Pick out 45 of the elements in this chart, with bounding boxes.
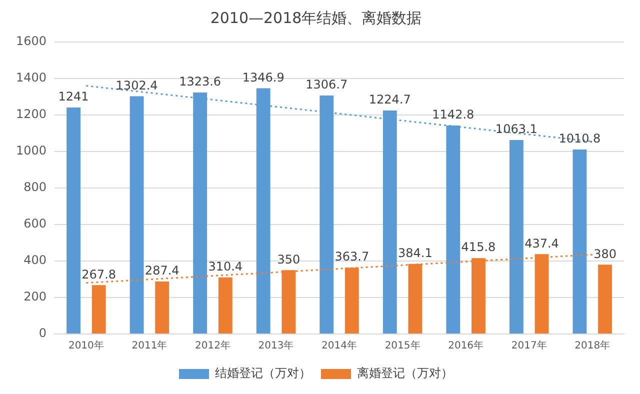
- x-tick-label: 2012年: [194, 340, 230, 352]
- bar: [130, 96, 144, 334]
- y-tick-label: 1000: [16, 144, 47, 158]
- data-label: 384.1: [398, 246, 432, 260]
- x-tick-label: 2013年: [258, 340, 294, 352]
- x-tick-label: 2011年: [132, 340, 168, 352]
- data-label: 437.4: [524, 236, 559, 250]
- y-tick-label: 0: [38, 326, 47, 340]
- data-label: 1142.8: [432, 108, 474, 122]
- data-label: 310.4: [208, 259, 243, 274]
- data-label: 1306.7: [306, 78, 348, 92]
- data-label: 1063.1: [495, 122, 538, 136]
- y-tick-label: 1600: [16, 34, 47, 48]
- y-tick-label: 200: [24, 290, 47, 304]
- data-label: 1302.4: [116, 78, 158, 92]
- bar: [155, 282, 170, 334]
- data-label: 415.8: [461, 240, 496, 254]
- x-tick-label: 2016年: [448, 340, 484, 352]
- x-tick-label: 2010年: [68, 340, 104, 352]
- bar: [66, 108, 80, 334]
- x-tick-label: 2018年: [574, 340, 610, 352]
- data-label: 380: [594, 246, 616, 261]
- data-label: 1010.8: [558, 132, 601, 146]
- x-tick-label: 2015年: [384, 340, 420, 352]
- data-label: 363.7: [334, 250, 370, 264]
- y-tick-label: 1400: [16, 70, 47, 85]
- data-label: 267.8: [82, 267, 116, 282]
- data-label: 1224.7: [368, 92, 411, 107]
- bar: [509, 140, 524, 334]
- y-tick-label: 600: [24, 216, 47, 231]
- chart-title: 2010—2018年结婚、离婚数据: [210, 8, 422, 27]
- y-tick-label: 1200: [16, 107, 47, 122]
- bar: [598, 264, 612, 334]
- x-tick-label: 2014年: [322, 340, 357, 352]
- x-tick-label: 2017年: [511, 340, 547, 352]
- y-tick-label: 400: [24, 253, 47, 268]
- data-label: 350: [277, 252, 300, 266]
- y-tick-label: 800: [24, 180, 47, 194]
- data-label: 1346.9: [242, 70, 284, 84]
- data-label: 287.4: [144, 264, 180, 278]
- legend-label: 离婚登记（万对）: [357, 366, 453, 380]
- data-label: 1241: [58, 90, 89, 104]
- data-label: 1323.6: [179, 74, 222, 89]
- bar: [572, 150, 587, 334]
- legend-label: 结婚登记（万对）: [215, 366, 311, 380]
